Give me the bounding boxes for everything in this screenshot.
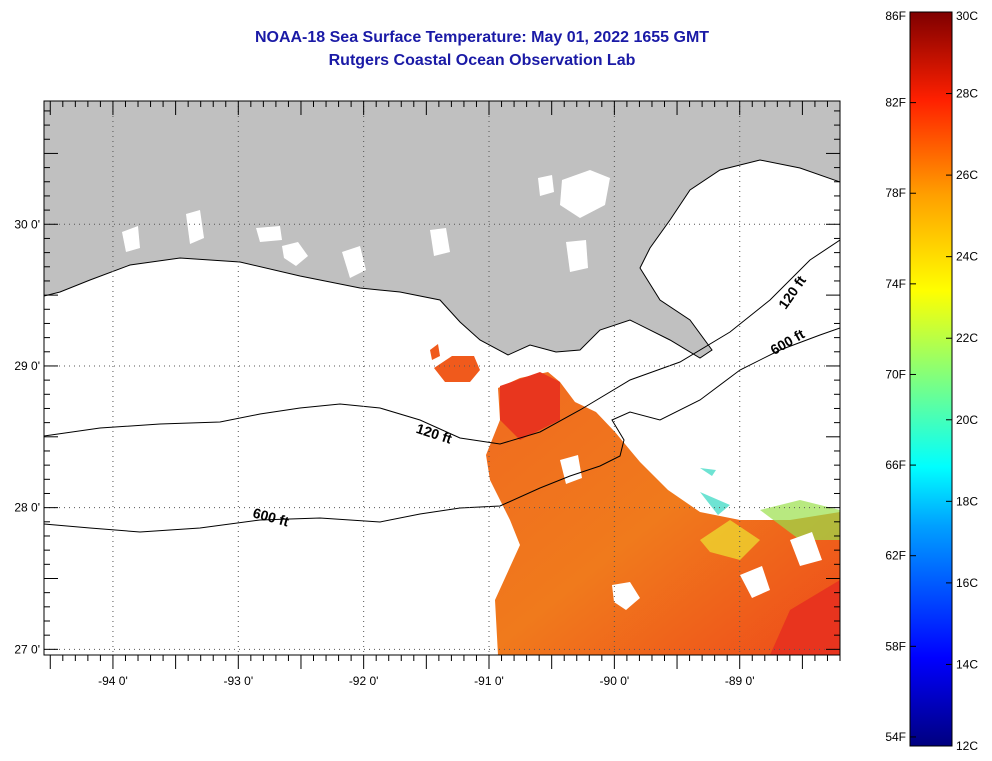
sst-hot-southeast [770,580,840,655]
lake-white [256,226,282,242]
cb-label-fahrenheit: 78F [885,186,906,200]
colorbar-celsius-labels: 30C 28C 26C 24C 22C 20C 18C 16C 14C 12C [946,9,978,753]
cb-label-fahrenheit: 58F [885,639,906,653]
lon-tick-label: -89 0' [725,674,755,688]
lat-tick-label: 29 0' [14,359,40,373]
cb-label-fahrenheit: 62F [885,549,906,563]
lon-tick-label: -94 0' [98,674,128,688]
cb-label-fahrenheit: 86F [885,9,906,23]
lake-calcasieu [186,210,204,244]
cb-label-fahrenheit: 74F [885,277,906,291]
colorbar-fahrenheit-labels: 86F 82F 78F 74F 70F 66F 62F 58F 54F [885,9,916,744]
lat-tick-label: 27 0' [14,642,40,656]
sst-cool-band-4 [700,468,716,476]
cloud-gap-2 [560,455,582,484]
lake-pontchartrain [560,170,610,218]
cb-label-celsius: 16C [956,576,978,590]
cloud-gap-4 [790,532,822,566]
contour-120ft [44,239,840,445]
colorbar: 30C 28C 26C 24C 22C 20C 18C 16C 14C 12C 86F 82F 78F… [885,9,978,753]
lat-tick-label: 28 0' [14,501,40,515]
map-panel: 120 ft 600 ft 120 ft 600 ft [44,101,840,655]
sst-cool-band-2 [760,500,840,540]
figure-title: NOAA-18 Sea Surface Temperature: May 01,… [255,29,709,46]
colorbar-ramp [909,11,953,747]
cb-label-fahrenheit: 82F [885,96,906,110]
lake-maurepas [538,175,554,196]
cb-label-fahrenheit: 54F [885,730,906,744]
lake-bay-3 [430,228,450,256]
sst-patch-west [434,356,480,382]
map-frame [43,100,841,656]
bathymetry-contours [44,239,840,533]
sst-hot-core [500,372,560,440]
cb-label-celsius: 26C [956,168,978,182]
cb-label-celsius: 14C [956,657,978,671]
cb-label-fahrenheit: 70F [885,367,906,381]
lake-grand [282,242,308,266]
cb-label-celsius: 22C [956,331,978,345]
sst-patch-small [430,344,440,360]
lat-tick-label: 30 0' [14,217,40,231]
cloud-gap-3 [740,566,770,598]
lon-tick-label: -90 0' [600,674,630,688]
map-axes: -94 0' -93 0' -92 0' -91 0' -90 0' -89 0' 30 0… [14,101,841,688]
sst-field [430,344,840,655]
lon-tick-label: -91 0' [474,674,504,688]
cb-label-celsius: 18C [956,494,978,508]
lake-bay-1 [342,246,366,278]
cb-label-celsius: 20C [956,413,978,427]
cb-label-celsius: 12C [956,739,978,753]
cb-label-fahrenheit: 66F [885,458,906,472]
lon-tick-label: -93 0' [223,674,253,688]
lake-sabine [122,226,140,252]
cb-label-celsius: 28C [956,87,978,101]
lake-bay-2 [566,240,588,272]
lon-tick-label: -92 0' [349,674,379,688]
cloud-gap-1 [612,582,640,610]
sst-cool-band-1 [700,520,760,560]
cb-label-celsius: 24C [956,250,978,264]
cb-label-celsius: 30C [956,9,978,23]
figure-subtitle: Rutgers Coastal Ocean Observation Lab [329,52,636,69]
sst-cool-band-3 [700,492,730,515]
lakes [122,170,610,278]
contour-600ft [44,327,840,533]
